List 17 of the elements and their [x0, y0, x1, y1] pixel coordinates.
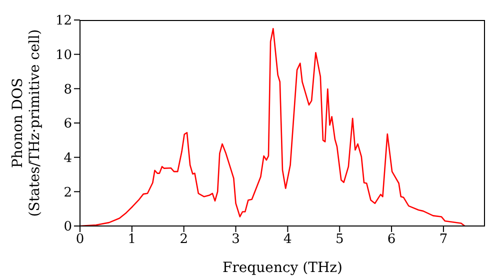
- y-axis-title: Phonon DOS (States/THz·primitive cell): [10, 29, 43, 217]
- y-tick-label: 10: [55, 48, 72, 63]
- x-tick-label: 7: [439, 232, 448, 248]
- y-tick-label: 6: [64, 116, 72, 132]
- y-tick-label: 12: [55, 14, 72, 29]
- x-tick-label: 3: [232, 232, 240, 248]
- x-axis-title: Frequency (THz): [222, 260, 343, 276]
- x-tick-label: 5: [335, 232, 344, 248]
- x-tick-label: 0: [76, 232, 84, 248]
- y-tick-label: 0: [64, 220, 72, 235]
- y-tick-label: 4: [64, 150, 72, 166]
- x-tick-label: 2: [180, 232, 188, 248]
- y-tick-label: 8: [64, 82, 72, 98]
- x-tick-label: 1: [128, 232, 136, 248]
- x-tick-label: 6: [387, 232, 396, 248]
- x-tick-label: 4: [284, 232, 292, 248]
- y-tick-label: 2: [64, 185, 72, 200]
